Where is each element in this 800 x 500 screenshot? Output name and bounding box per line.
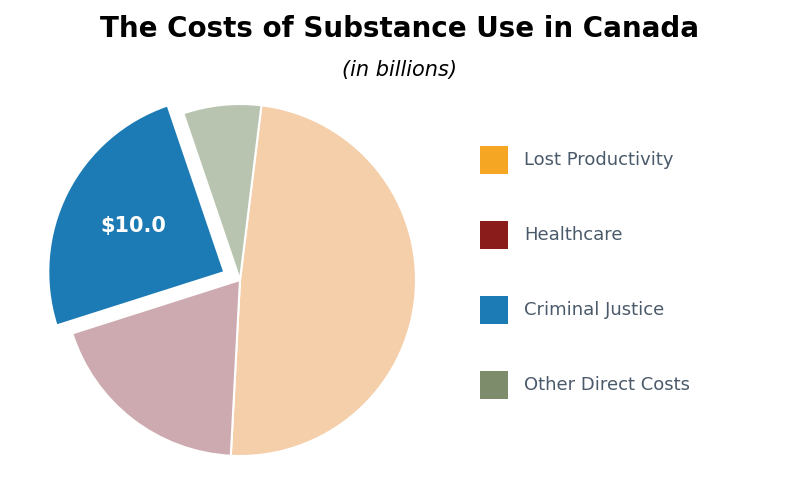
Wedge shape [72,280,240,456]
Text: The Costs of Substance Use in Canada: The Costs of Substance Use in Canada [101,15,699,43]
Text: Other Direct Costs: Other Direct Costs [524,376,690,394]
Text: Healthcare: Healthcare [524,226,622,244]
Text: Lost Productivity: Lost Productivity [524,151,674,169]
Wedge shape [230,106,416,456]
Wedge shape [183,104,262,280]
Text: Criminal Justice: Criminal Justice [524,301,664,319]
Wedge shape [48,106,224,326]
Text: $10.0: $10.0 [100,216,166,236]
Text: (in billions): (in billions) [342,60,458,80]
